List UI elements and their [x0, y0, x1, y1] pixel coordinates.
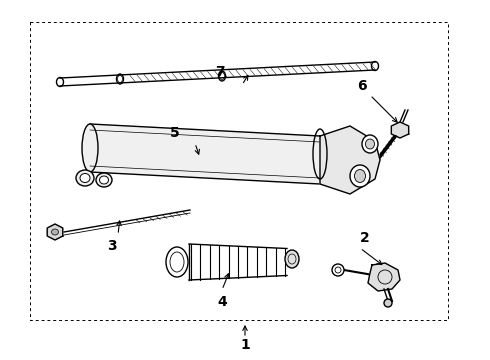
- Ellipse shape: [332, 264, 344, 276]
- Polygon shape: [320, 126, 380, 194]
- Text: 7: 7: [215, 65, 225, 79]
- Text: 5: 5: [170, 126, 180, 140]
- Text: 3: 3: [107, 239, 117, 253]
- Ellipse shape: [366, 139, 374, 149]
- Ellipse shape: [371, 62, 378, 71]
- Text: 1: 1: [240, 338, 250, 352]
- Text: 6: 6: [357, 79, 367, 93]
- Ellipse shape: [350, 165, 370, 187]
- Text: 4: 4: [217, 295, 227, 309]
- Ellipse shape: [51, 229, 58, 235]
- Ellipse shape: [166, 247, 188, 277]
- Ellipse shape: [80, 174, 90, 183]
- Ellipse shape: [354, 170, 366, 183]
- Bar: [30, 22, 448, 320]
- Polygon shape: [368, 263, 400, 291]
- Text: 2: 2: [360, 231, 370, 245]
- Ellipse shape: [56, 77, 64, 86]
- Ellipse shape: [76, 170, 94, 186]
- Ellipse shape: [82, 124, 98, 172]
- Ellipse shape: [362, 135, 378, 153]
- Ellipse shape: [117, 74, 123, 84]
- Polygon shape: [90, 124, 320, 184]
- Polygon shape: [392, 122, 409, 138]
- Ellipse shape: [219, 71, 225, 81]
- Ellipse shape: [384, 299, 392, 307]
- Polygon shape: [47, 224, 63, 240]
- Ellipse shape: [285, 250, 299, 268]
- Ellipse shape: [96, 173, 112, 187]
- Ellipse shape: [99, 176, 108, 184]
